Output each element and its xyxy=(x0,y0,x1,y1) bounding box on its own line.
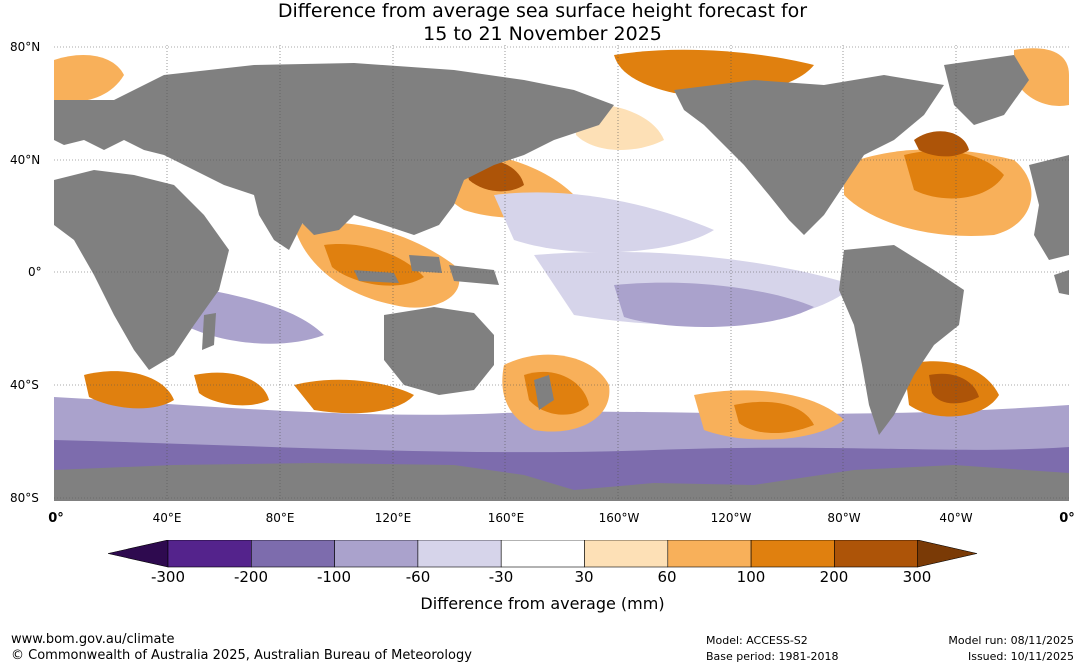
lon-label-40e: 40°E xyxy=(152,511,182,525)
legend-swatch-below-300 xyxy=(107,539,169,568)
lon-label-40w: 40°W xyxy=(939,511,973,525)
lon-label-160e: 160°E xyxy=(487,511,525,525)
colorbar-svg xyxy=(107,539,978,568)
legend-swatch-200-300 xyxy=(834,539,919,568)
lat-label-80s: 80°S xyxy=(10,491,39,505)
graticule xyxy=(54,45,1069,501)
footer-model-run: Model run: 08/11/2025 xyxy=(948,634,1074,647)
legend-tick-minus-200: -200 xyxy=(233,568,269,586)
legend-title: Difference from average (mm) xyxy=(420,594,665,613)
legend-swatch-above-300 xyxy=(917,539,978,568)
footer-base-period: Base period: 1981-2018 xyxy=(706,650,839,663)
map-canvas xyxy=(54,45,1069,501)
footer-copyright: © Commonwealth of Australia 2025, Austra… xyxy=(11,648,472,663)
land-masses xyxy=(54,55,1069,501)
lon-label-120w: 120°W xyxy=(710,511,752,525)
legend-swatch-100-60 xyxy=(334,539,419,568)
legend-tick-minus-30: -30 xyxy=(488,568,514,586)
legend-swatch-60-100 xyxy=(667,539,752,568)
legend-tick-minus-60: -60 xyxy=(405,568,431,586)
legend-swatch-30-60 xyxy=(584,539,669,568)
lon-label-120e: 120°E xyxy=(374,511,412,525)
legend-swatch-60-30 xyxy=(417,539,502,568)
legend-swatch-neutral xyxy=(500,539,585,568)
legend-swatch-300-200 xyxy=(167,539,252,568)
map-title: Difference from average sea surface heig… xyxy=(0,0,1085,46)
title-line-1: Difference from average sea surface heig… xyxy=(277,0,808,22)
lat-label-80n: 80°N xyxy=(10,40,41,54)
lon-label-0-left: 0° xyxy=(48,511,64,526)
lat-label-40s: 40°S xyxy=(10,378,39,392)
title-line-2: 15 to 21 November 2025 xyxy=(423,23,662,45)
legend-tick-200: 200 xyxy=(819,568,849,586)
footer-url: www.bom.gov.au/climate xyxy=(11,632,175,647)
legend-tick-100: 100 xyxy=(736,568,766,586)
legend-tick-minus-100: -100 xyxy=(316,568,352,586)
lat-label-equator: 0° xyxy=(28,265,42,279)
legend-swatch-200-100 xyxy=(251,539,335,568)
lon-label-80w: 80°W xyxy=(827,511,861,525)
legend-tick-minus-300: -300 xyxy=(150,568,186,586)
footer-issued: Issued: 10/11/2025 xyxy=(967,650,1074,663)
legend-tick-30: 30 xyxy=(574,568,594,586)
footer-model: Model: ACCESS-S2 xyxy=(706,634,808,647)
lon-label-160w: 160°W xyxy=(598,511,640,525)
sea-surface-height-map xyxy=(54,45,1069,501)
lon-label-80e: 80°E xyxy=(265,511,295,525)
legend-colorbar xyxy=(107,539,978,572)
legend-tick-300: 300 xyxy=(902,568,932,586)
lon-label-0-right: 0° xyxy=(1059,511,1075,526)
legend-swatch-100-200 xyxy=(750,539,835,568)
legend-tick-60: 60 xyxy=(657,568,677,586)
lat-label-40n: 40°N xyxy=(10,153,41,167)
